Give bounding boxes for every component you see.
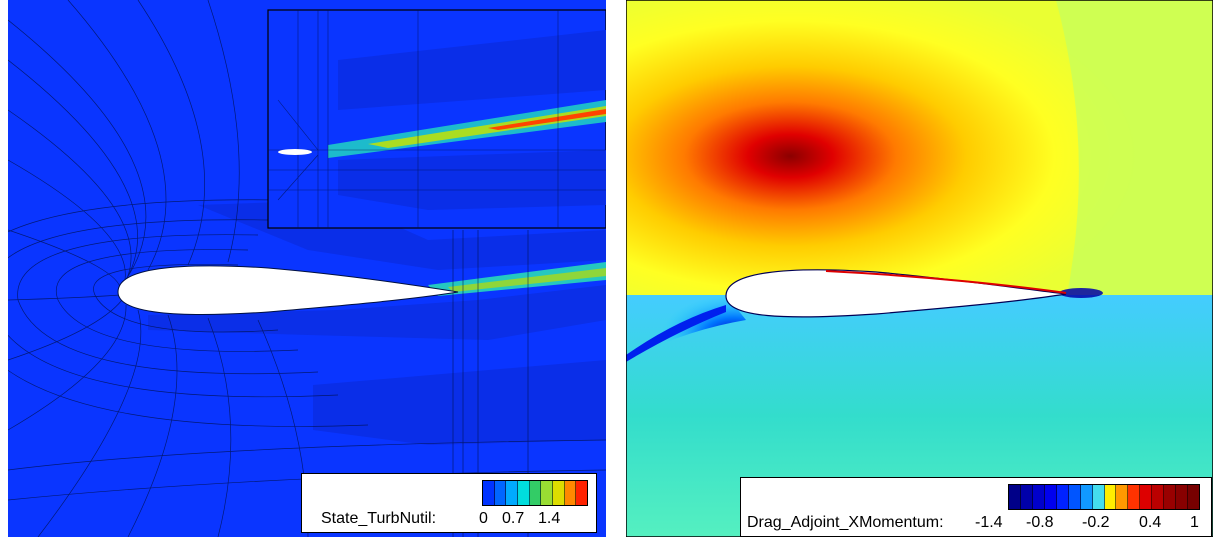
turbnutil-legend-title: State_TurbNutil: bbox=[321, 510, 437, 527]
turbnutil-field bbox=[8, 0, 606, 537]
wake-core bbox=[448, 268, 606, 292]
trailing-edge-region bbox=[1059, 288, 1103, 298]
colorbar-segment bbox=[1044, 485, 1057, 509]
colorbar-segment bbox=[1152, 485, 1165, 509]
colorbar-segment bbox=[1140, 485, 1153, 509]
drag-adjoint-colorbar bbox=[1008, 484, 1200, 510]
colorbar-segment bbox=[1128, 485, 1141, 509]
colorbar-segment bbox=[541, 481, 554, 505]
field-patch bbox=[1056, 0, 1213, 300]
colorbar-segment bbox=[494, 481, 507, 505]
colorbar-segment bbox=[1009, 485, 1021, 509]
drag-adjoint-legend-title: Drag_Adjoint_XMomentum: bbox=[747, 514, 944, 531]
drag-adjoint-plot-panel: Drag_Adjoint_XMomentum: -1.4 -0.8 -0.2 0… bbox=[626, 0, 1213, 537]
legend-tick-label: -0.2 bbox=[1082, 514, 1110, 531]
turbnutil-legend: State_TurbNutil: 0 0.7 1.4 bbox=[301, 473, 597, 533]
drag-adjoint-legend: Drag_Adjoint_XMomentum: -1.4 -0.8 -0.2 0… bbox=[740, 477, 1212, 537]
drag-adjoint-field bbox=[626, 0, 1213, 537]
legend-tick-label: 1 bbox=[1190, 514, 1199, 531]
colorbar-segment bbox=[1188, 485, 1199, 509]
colorbar-segment bbox=[1080, 485, 1093, 509]
colorbar-segment bbox=[1056, 485, 1069, 509]
legend-tick-label: 0.4 bbox=[1139, 514, 1162, 531]
colorbar-segment bbox=[1176, 485, 1189, 509]
colorbar-segment bbox=[1032, 485, 1045, 509]
shear-line bbox=[626, 305, 726, 362]
airfoil-shape bbox=[725, 269, 1067, 318]
colorbar-segment bbox=[1020, 485, 1033, 509]
zoom-inset bbox=[267, 9, 606, 229]
legend-tick-label: -1.4 bbox=[975, 514, 1003, 531]
colorbar-segment bbox=[529, 481, 542, 505]
colorbar-segment bbox=[564, 481, 577, 505]
colorbar-segment bbox=[518, 481, 530, 505]
colorbar-segment bbox=[1116, 485, 1129, 509]
colorbar-segment bbox=[1104, 485, 1117, 509]
legend-tick-label: 1.4 bbox=[538, 510, 561, 527]
legend-tick-label: -0.8 bbox=[1026, 514, 1054, 531]
legend-tick-label: 0.7 bbox=[502, 510, 525, 527]
airfoil-shape bbox=[117, 265, 459, 316]
legend-tick-label: 0 bbox=[479, 510, 488, 527]
field-patch bbox=[148, 285, 606, 340]
colorbar-segment bbox=[1164, 485, 1177, 509]
colorbar-segment bbox=[483, 481, 495, 505]
colorbar-segment bbox=[506, 481, 519, 505]
field-patch bbox=[313, 360, 606, 445]
turbnutil-colorbar bbox=[482, 480, 588, 506]
colorbar-segment bbox=[1092, 485, 1105, 509]
colorbar-segment bbox=[576, 481, 588, 505]
turbnutil-plot-panel: State_TurbNutil: 0 0.7 1.4 bbox=[8, 0, 606, 537]
airfoil-upper-edge bbox=[825, 270, 1067, 294]
colorbar-segment bbox=[1068, 485, 1081, 509]
colorbar-segment bbox=[553, 481, 565, 505]
